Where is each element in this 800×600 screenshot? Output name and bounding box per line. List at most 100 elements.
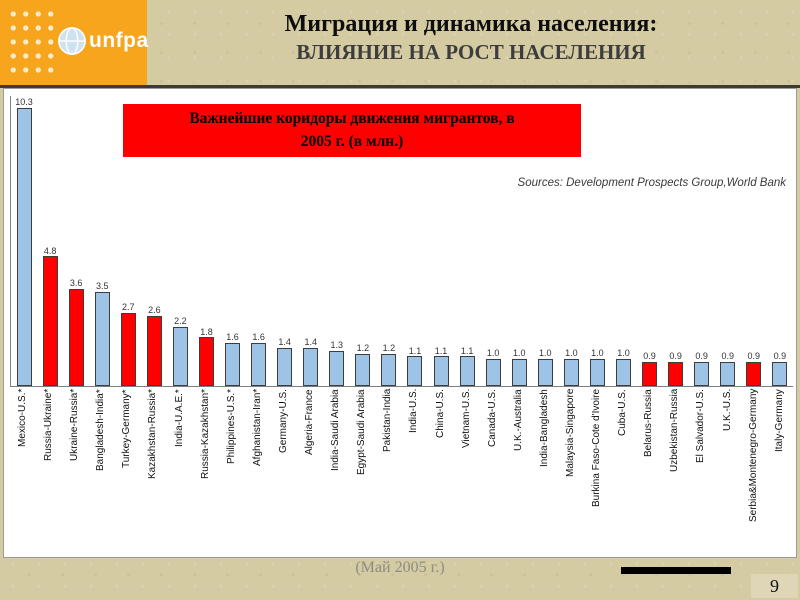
bar-category-label: U.K.-U.S.	[721, 389, 733, 432]
bar	[459, 356, 475, 386]
slide-title-line2: ВЛИЯНИЕ НА РОСТ НАСЕЛЕНИЯ	[296, 40, 646, 64]
bar-column: 1.3	[324, 96, 350, 386]
chart-title-line1: Важнейшие коридоры движения мигрантов, в	[189, 110, 515, 127]
bar-column: 2.2	[167, 96, 193, 386]
bar-category-label: Kazakhstan-Russia*	[147, 389, 159, 480]
bar-column: 0.9	[715, 96, 741, 386]
bar	[589, 359, 605, 386]
bar-category-label: India-Bangladesh	[538, 389, 550, 467]
bar-highlighted	[198, 337, 214, 386]
bar-value-label: 0.9	[721, 350, 734, 361]
bar-value-label: 1.4	[304, 337, 317, 348]
bar-value-label: 2.2	[174, 315, 187, 326]
bar-category-label: Pakistan-India	[382, 389, 394, 453]
bar	[615, 359, 631, 386]
bar-category-label: Uzbekistan-Russia	[669, 389, 681, 473]
bar	[433, 356, 449, 386]
footer-black-bar	[621, 567, 731, 574]
bar-category-label: China-U.S.	[434, 389, 446, 438]
bar-value-label: 1.6	[252, 332, 265, 343]
bar-value-label: 0.9	[669, 350, 682, 361]
page-number: 9	[751, 574, 798, 598]
bar	[355, 353, 371, 386]
bar-highlighted	[68, 288, 84, 386]
bar-column: 1.0	[506, 96, 532, 386]
bar-highlighted	[642, 361, 658, 386]
bar-column: 1.2	[350, 96, 376, 386]
bar-category-label: U.K.-Australia	[512, 389, 524, 451]
bar-column: 1.1	[402, 96, 428, 386]
bar	[381, 353, 397, 386]
bar-highlighted	[746, 361, 762, 386]
bar-column: 2.7	[115, 96, 141, 386]
bar-value-label: 3.6	[69, 278, 83, 289]
bar-highlighted	[120, 313, 136, 386]
bar-category-label: Philippines-U.S.*	[225, 389, 237, 465]
bar-value-label: 1.4	[278, 337, 291, 348]
bar-column: 2.6	[141, 96, 167, 386]
bar-value-label: 1.0	[486, 348, 500, 359]
bar-value-label: 1.1	[408, 345, 422, 356]
bar-value-label: 1.2	[356, 342, 370, 353]
bar	[94, 291, 110, 386]
bar-category-label: Vietnam-U.S.	[460, 389, 472, 449]
bar-column: 0.9	[741, 96, 767, 386]
unfpa-logo: unfpa	[0, 0, 149, 85]
bar	[225, 342, 241, 386]
bar	[303, 348, 319, 386]
bar-category-label: Italy-Germany	[773, 389, 785, 452]
slide-title-line1: Миграция и динамика населения:	[284, 11, 658, 37]
chart-title-box: Важнейшие коридоры движения мигрантов, в…	[123, 104, 581, 157]
bar-category-label: India-U.S.	[408, 389, 420, 434]
bar-column: 1.0	[584, 96, 610, 386]
bar-value-label: 1.0	[512, 348, 526, 359]
bar	[277, 348, 293, 386]
bar	[16, 107, 32, 386]
bar-category-label: Burkina Faso-Cote d'Ivoire	[591, 389, 603, 508]
bar-value-label: 1.3	[330, 340, 344, 351]
bar-highlighted	[146, 315, 162, 386]
slide-header: unfpa Миграция и динамика населения: ВЛИ…	[0, 0, 800, 88]
labels-area: Mexico-U.S.* Russia-Ukraine* Ukraine-Russi…	[10, 386, 793, 552]
bar-column: 3.6	[63, 96, 89, 386]
bar-category-label: Serbia&Montenegro-Germany	[747, 389, 759, 523]
bar-column: 1.8	[193, 96, 219, 386]
bar-category-label: India-Saudi Arabia	[330, 389, 342, 471]
bar-value-label: 1.8	[200, 326, 213, 337]
logo-dots-pattern	[7, 7, 57, 78]
footer-date: (Май 2005 г.)	[355, 559, 445, 576]
globe-icon	[58, 27, 86, 55]
bar-value-label: 1.0	[539, 348, 552, 359]
bar-category-label: Russia-Kazakhstan*	[199, 389, 211, 480]
bar-category-label: Ukraine-Russia*	[69, 389, 81, 462]
bar-category-label: El Salvador-U.S.	[695, 389, 707, 463]
bar	[511, 359, 527, 386]
bar	[172, 326, 188, 386]
bar	[485, 359, 501, 386]
bar-column: 1.6	[246, 96, 272, 386]
bar	[772, 361, 788, 386]
bar-value-label: 1.0	[591, 348, 604, 359]
bar-column: 1.2	[376, 96, 402, 386]
bar-column: 1.0	[558, 96, 584, 386]
bar-value-label: 0.9	[773, 350, 787, 361]
bar-value-label: 0.9	[747, 350, 761, 361]
bar-category-label: Turkey-Germany*	[121, 389, 133, 468]
bar-column: 3.5	[89, 96, 115, 386]
bar-category-label: Bangladesh-India*	[95, 389, 107, 471]
chart-area: Важнейшие коридоры движения мигрантов, в…	[3, 88, 797, 558]
bar-column: 1.0	[610, 96, 636, 386]
bar-value-label: 2.6	[148, 305, 161, 316]
bar-column: 0.9	[689, 96, 715, 386]
bar-column: 1.6	[220, 96, 246, 386]
chart-title-line2: 2005 г. (в млн.)	[300, 133, 404, 151]
unfpa-logo-text: unfpa	[89, 29, 149, 52]
bar-category-label: Afghanistan-Iran*	[251, 389, 263, 467]
bar-value-label: 10.3	[15, 97, 33, 108]
bar	[329, 350, 345, 386]
bar-category-label: Russia-Ukraine*	[43, 389, 55, 462]
bar-category-label: Algeria-France	[304, 389, 316, 455]
bar-value-label: 4.8	[43, 245, 57, 256]
bar-category-label: Germany-U.S.	[277, 389, 289, 453]
bar-value-label: 3.5	[95, 280, 109, 291]
